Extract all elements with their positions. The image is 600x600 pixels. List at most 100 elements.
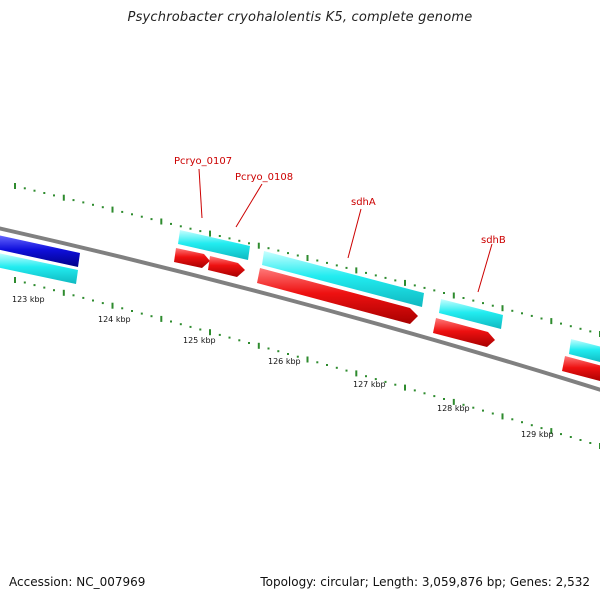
major-tick — [306, 356, 309, 363]
minor-tick — [374, 378, 377, 381]
minor-tick — [82, 201, 85, 204]
gene-sdha-forward[interactable] — [262, 251, 424, 307]
minor-tick — [140, 215, 143, 218]
minor-tick — [53, 194, 55, 197]
map-title: Psychrobacter cryohalolentis K5, complet… — [127, 10, 473, 25]
gene-features — [0, 230, 600, 382]
major-tick — [62, 289, 65, 296]
minor-tick — [101, 302, 104, 305]
major-tick — [209, 329, 211, 336]
major-tick — [355, 267, 358, 274]
minor-tick — [170, 320, 172, 323]
minor-tick — [296, 254, 299, 257]
minor-tick — [413, 389, 416, 392]
minor-tick — [335, 264, 338, 267]
minor-tick — [43, 286, 46, 289]
gene-reverse-right[interactable] — [562, 356, 600, 382]
minor-tick — [287, 252, 289, 255]
minor-tick — [199, 230, 202, 233]
minor-tick — [365, 271, 367, 274]
minor-tick — [228, 336, 231, 339]
gene-label[interactable]: sdhB — [481, 235, 506, 246]
gene-pcryo-0107-forward[interactable] — [178, 230, 250, 260]
gene-label[interactable]: Pcryo_0107 — [174, 156, 232, 167]
gene-forward-left[interactable] — [0, 253, 78, 284]
minor-tick — [521, 421, 523, 424]
minor-tick — [589, 330, 592, 333]
minor-tick — [53, 289, 55, 292]
minor-tick — [121, 307, 124, 310]
minor-tick — [491, 304, 494, 307]
genes-label: Genes: — [509, 575, 552, 589]
major-tick — [111, 302, 114, 309]
minor-tick — [189, 325, 192, 328]
gene-blue-arrow[interactable] — [0, 235, 80, 267]
gene-sdhb-reverse[interactable] — [433, 318, 495, 347]
major-tick — [111, 206, 114, 213]
minor-tick — [530, 314, 533, 317]
minor-tick — [23, 187, 26, 190]
minor-tick — [443, 292, 445, 294]
minor-tick — [394, 279, 397, 282]
major-tick — [14, 183, 16, 189]
minor-tick — [579, 327, 582, 330]
minor-tick — [443, 398, 445, 400]
gene-pcryo-0108-reverse[interactable] — [208, 256, 245, 277]
minor-tick — [540, 427, 543, 430]
minor-tick — [423, 392, 426, 395]
minor-tick — [521, 312, 523, 315]
minor-tick — [179, 323, 182, 326]
major-tick — [452, 292, 455, 299]
minor-tick — [472, 299, 475, 302]
genes-value: 2,532 — [555, 575, 590, 589]
minor-tick — [384, 380, 387, 383]
accession-value: NC_007969 — [76, 575, 146, 589]
minor-tick — [131, 310, 133, 312]
minor-tick — [267, 247, 270, 250]
gene-forward-right[interactable] — [569, 339, 600, 363]
minor-tick — [335, 366, 338, 369]
minor-tick — [33, 284, 36, 287]
footer-summary: Topology: circular; Length: 3,059,876 bp… — [260, 575, 590, 589]
major-tick — [501, 413, 504, 420]
gene-pcryo-0107-reverse[interactable] — [174, 248, 210, 268]
minor-tick — [345, 369, 348, 372]
gene-label[interactable]: Pcryo_0108 — [235, 172, 293, 183]
minor-tick — [462, 297, 465, 299]
minor-tick — [131, 213, 133, 216]
minor-tick — [72, 199, 75, 202]
minor-tick — [287, 353, 289, 355]
minor-tick — [248, 242, 250, 245]
minor-tick — [238, 239, 241, 242]
gene-label-leaders — [198, 168, 493, 293]
gene-sdhb-forward[interactable] — [439, 299, 503, 329]
scale-label: 127 kbp — [353, 380, 386, 389]
gene-sdha-reverse[interactable] — [257, 268, 418, 324]
major-tick — [550, 428, 553, 435]
minor-tick — [511, 418, 514, 421]
minor-tick — [384, 276, 387, 279]
accession-label: Accession: — [9, 575, 73, 589]
minor-tick — [394, 383, 397, 386]
minor-tick — [238, 339, 241, 342]
scale-label: 128 kbp — [437, 404, 470, 413]
gene-labels: Pcryo_0107 Pcryo_0108 sdhA sdhB — [174, 156, 506, 246]
minor-tick — [248, 342, 250, 344]
scale-label: 126 kbp — [268, 357, 301, 366]
minor-tick — [326, 261, 328, 264]
minor-tick — [482, 302, 484, 305]
major-tick — [306, 255, 309, 261]
minor-tick — [296, 355, 299, 358]
gene-label[interactable]: sdhA — [351, 197, 376, 208]
minor-tick — [189, 227, 192, 230]
minor-tick — [23, 281, 26, 284]
minor-tick — [530, 424, 533, 427]
minor-tick — [43, 192, 46, 194]
minor-tick — [150, 315, 153, 318]
minor-tick — [482, 409, 484, 412]
minor-tick — [82, 296, 85, 299]
minor-tick — [218, 235, 221, 237]
minor-tick — [121, 210, 124, 213]
minor-tick — [140, 312, 143, 315]
minor-tick — [433, 289, 436, 292]
